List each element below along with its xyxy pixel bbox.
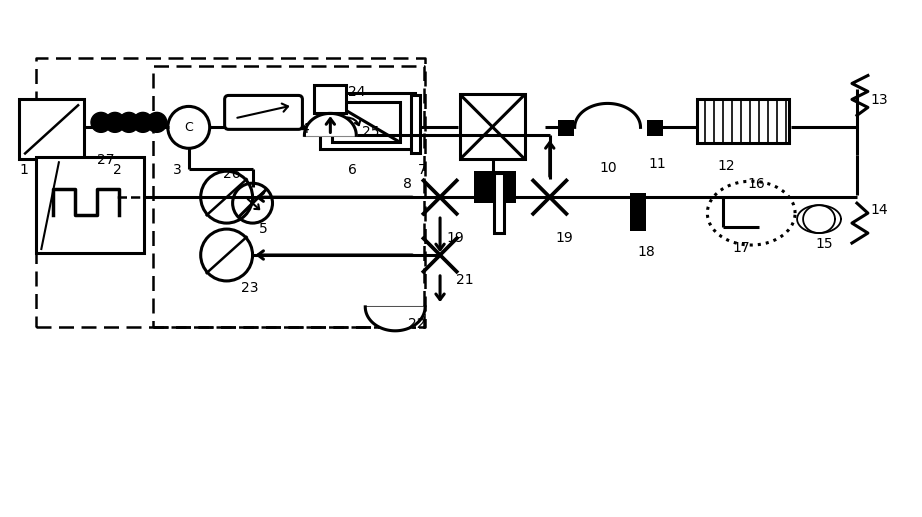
Text: 7: 7 — [418, 163, 427, 177]
Bar — [558, 120, 573, 136]
Bar — [332, 102, 400, 142]
Bar — [314, 85, 347, 113]
Text: 25: 25 — [362, 125, 380, 140]
Bar — [474, 171, 515, 203]
Text: 1: 1 — [19, 163, 28, 177]
Text: 19: 19 — [556, 231, 573, 245]
Text: 11: 11 — [648, 157, 667, 171]
Text: 9: 9 — [484, 171, 493, 185]
Text: 12: 12 — [717, 159, 735, 173]
Text: 18: 18 — [637, 245, 656, 259]
Text: C: C — [184, 121, 193, 134]
Circle shape — [147, 112, 167, 132]
Text: 26: 26 — [222, 167, 241, 181]
Text: 14: 14 — [871, 203, 889, 217]
Bar — [647, 120, 664, 136]
Circle shape — [105, 112, 124, 132]
Text: 21: 21 — [456, 273, 474, 287]
Text: 4: 4 — [301, 123, 309, 136]
Text: 5: 5 — [258, 222, 267, 236]
Bar — [630, 193, 645, 231]
Text: 15: 15 — [815, 237, 833, 251]
Bar — [411, 96, 420, 153]
Circle shape — [133, 112, 153, 132]
Bar — [494, 173, 504, 233]
Bar — [460, 95, 525, 159]
Text: 16: 16 — [747, 177, 765, 191]
Bar — [697, 99, 789, 143]
Text: 3: 3 — [172, 163, 182, 177]
Circle shape — [91, 112, 111, 132]
Text: 23: 23 — [241, 281, 258, 295]
Text: 8: 8 — [403, 177, 412, 191]
Text: 10: 10 — [599, 161, 617, 175]
Bar — [36, 157, 144, 253]
Text: 19: 19 — [446, 231, 464, 245]
Text: 2: 2 — [112, 163, 122, 177]
Circle shape — [119, 112, 139, 132]
FancyBboxPatch shape — [225, 96, 302, 129]
Text: 22: 22 — [408, 317, 426, 331]
Text: 6: 6 — [349, 163, 357, 177]
Bar — [19, 99, 84, 159]
Text: 13: 13 — [871, 94, 889, 108]
Text: 27: 27 — [97, 153, 114, 168]
Text: 17: 17 — [732, 241, 750, 255]
Bar — [320, 94, 415, 149]
Text: 24: 24 — [349, 85, 366, 99]
